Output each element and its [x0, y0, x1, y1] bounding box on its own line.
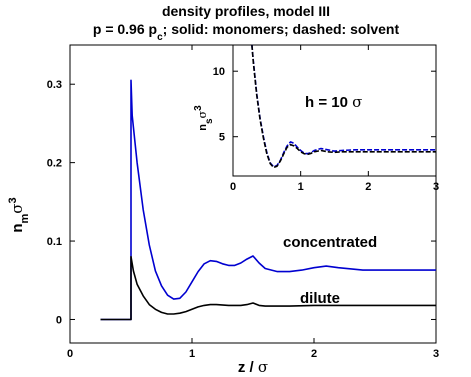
x-axis-label-z: z / — [238, 359, 258, 376]
inset-y-label-sub-s: s — [204, 118, 215, 124]
main-ytick-label-3: 0.3 — [47, 79, 62, 91]
inset-y-axis-label: nsσ3 — [193, 105, 215, 131]
subtitle-part-legend: ; solid: monomers; dashed: solvent — [163, 21, 400, 37]
inset-ytick-label-0: 5 — [219, 132, 225, 144]
inset-ytick-label-1: 10 — [213, 66, 225, 78]
x-axis-label: z / σ — [238, 358, 268, 376]
chart-title: density profiles, model III — [162, 3, 330, 19]
subtitle-part-sub-c: c — [157, 32, 163, 43]
inset-y-label-sup-3: 3 — [193, 105, 204, 111]
inset-annotation-h: h = 10 — [305, 94, 352, 111]
main-series-dilute-line — [100, 255, 436, 321]
main-ticks: 0 1 2 3 0 0.1 0.2 0.3 — [47, 45, 439, 360]
inset-xtick-label-1: 1 — [298, 181, 304, 193]
inset-series — [251, 44, 436, 169]
chart-subtitle: p = 0.96 pc; solid: monomers; dashed: so… — [93, 21, 400, 43]
inset-y-label-sigma: σ — [196, 110, 209, 118]
subtitle-part-pressure: p = 0.96 p — [93, 21, 157, 37]
y-axis-label-sigma: σ — [8, 203, 26, 213]
y-axis-label-sup-3: 3 — [7, 197, 19, 203]
main-ytick-label-1: 0.1 — [47, 236, 62, 248]
inset-y-label-n: n — [197, 124, 209, 131]
y-axis-label: nmσ3 — [7, 197, 31, 232]
inset-xtick-label-2: 2 — [365, 181, 371, 193]
y-axis-label-sub-m: m — [19, 213, 31, 223]
x-axis-label-sigma: σ — [258, 358, 268, 376]
main-series — [100, 79, 436, 321]
inset-background — [233, 45, 436, 176]
annotation-concentrated: concentrated — [283, 234, 377, 251]
inset-xtick-label-3: 3 — [433, 181, 439, 193]
inset-annotation: h = 10 σ — [305, 93, 362, 111]
annotation-dilute: dilute — [300, 290, 340, 307]
inset-ticks: 0 1 2 3 5 10 — [213, 45, 439, 193]
main-xtick-label-2: 2 — [311, 348, 317, 360]
inset-series-dilute-line — [251, 44, 436, 169]
main-xtick-label-0: 0 — [67, 348, 73, 360]
inset-annotation-sigma: σ — [352, 93, 362, 111]
main-ytick-label-0: 0 — [56, 314, 62, 326]
main-xtick-label-3: 3 — [433, 348, 439, 360]
main-xtick-label-1: 1 — [189, 348, 195, 360]
main-series-concentrated-line — [100, 79, 436, 321]
y-axis-label-n: n — [9, 223, 26, 232]
main-ytick-label-2: 0.2 — [47, 158, 62, 170]
inset-xtick-label-0: 0 — [230, 181, 236, 193]
inset-plot-frame — [232, 44, 437, 177]
